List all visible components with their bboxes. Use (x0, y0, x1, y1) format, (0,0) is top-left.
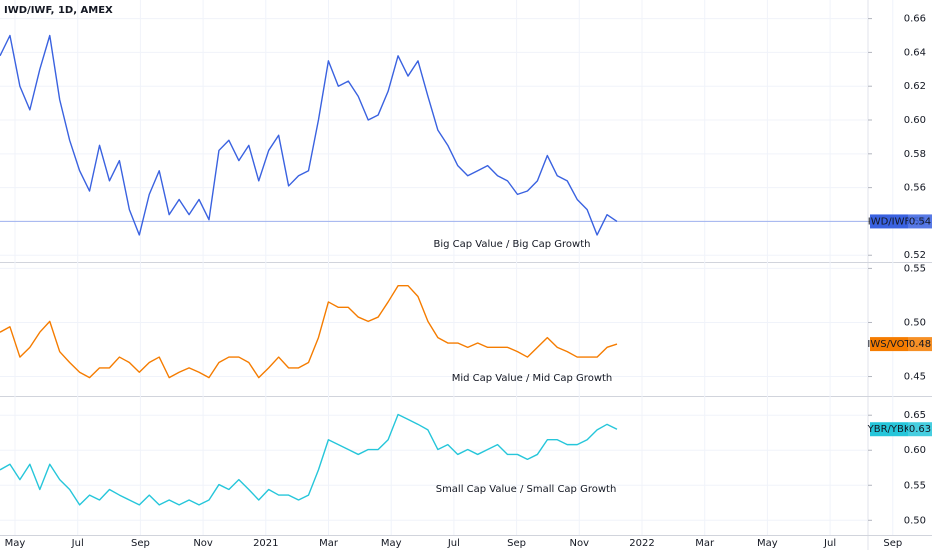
y-tick-label: 0.50 (904, 515, 926, 526)
annotation: Small Cap Value / Small Cap Growth (436, 484, 617, 495)
series-line (0, 285, 618, 379)
last-value-tag (908, 337, 932, 352)
last-value-tag (908, 422, 932, 437)
annotation: Big Cap Value / Big Cap Growth (434, 239, 591, 250)
y-tick-label: 0.62 (904, 81, 926, 92)
series-line (0, 34, 618, 236)
time-tick-label: Jul (823, 538, 836, 549)
time-tick-label: May (381, 538, 402, 549)
y-tick-label: 0.60 (904, 445, 926, 456)
series-name-tag (870, 214, 908, 229)
y-tick-label: 0.45 (904, 372, 926, 383)
series-name-label: IWS/VOT (867, 339, 911, 350)
y-tick-label: 0.50 (904, 317, 926, 328)
series-line (0, 413, 618, 506)
y-tick-label: 0.65 (904, 410, 926, 421)
time-tick-label: May (5, 538, 26, 549)
chart-title: IWD/IWF, 1D, AMEX (4, 5, 113, 16)
y-tick-label: 0.58 (904, 149, 926, 160)
last-value-label: 0.63 (909, 424, 931, 435)
time-tick-label: 2022 (629, 538, 654, 549)
last-value-tag (908, 214, 932, 229)
time-tick-label: Jul (71, 538, 84, 549)
last-value-label: 0.48 (909, 339, 931, 350)
time-tick-label: May (757, 538, 778, 549)
annotation: Mid Cap Value / Mid Cap Growth (452, 373, 613, 384)
time-tick-label: 2021 (253, 538, 278, 549)
y-tick-label: 0.66 (904, 14, 926, 25)
y-tick-label: 0.56 (904, 183, 926, 194)
time-tick-label: Nov (193, 538, 213, 549)
time-tick-label: Sep (507, 538, 526, 549)
time-tick-label: Sep (883, 538, 902, 549)
series-name-tag (870, 422, 908, 437)
series-name-tag (870, 337, 908, 352)
last-value-label: 0.54 (909, 216, 931, 227)
time-tick-label: Jul (447, 538, 460, 549)
time-tick-label: Mar (695, 538, 715, 549)
series-name-label: YBR/YBK (867, 424, 911, 435)
time-tick-label: Sep (131, 538, 150, 549)
series-name-label: IWD/IWF (868, 216, 911, 227)
time-tick-label: Mar (319, 538, 339, 549)
y-tick-label: 0.60 (904, 115, 926, 126)
y-tick-label: 0.55 (904, 480, 926, 491)
y-tick-label: 0.64 (904, 47, 926, 58)
y-tick-label: 0.55 (904, 263, 926, 274)
y-tick-label: 0.52 (904, 250, 926, 261)
time-tick-label: Nov (570, 538, 590, 549)
